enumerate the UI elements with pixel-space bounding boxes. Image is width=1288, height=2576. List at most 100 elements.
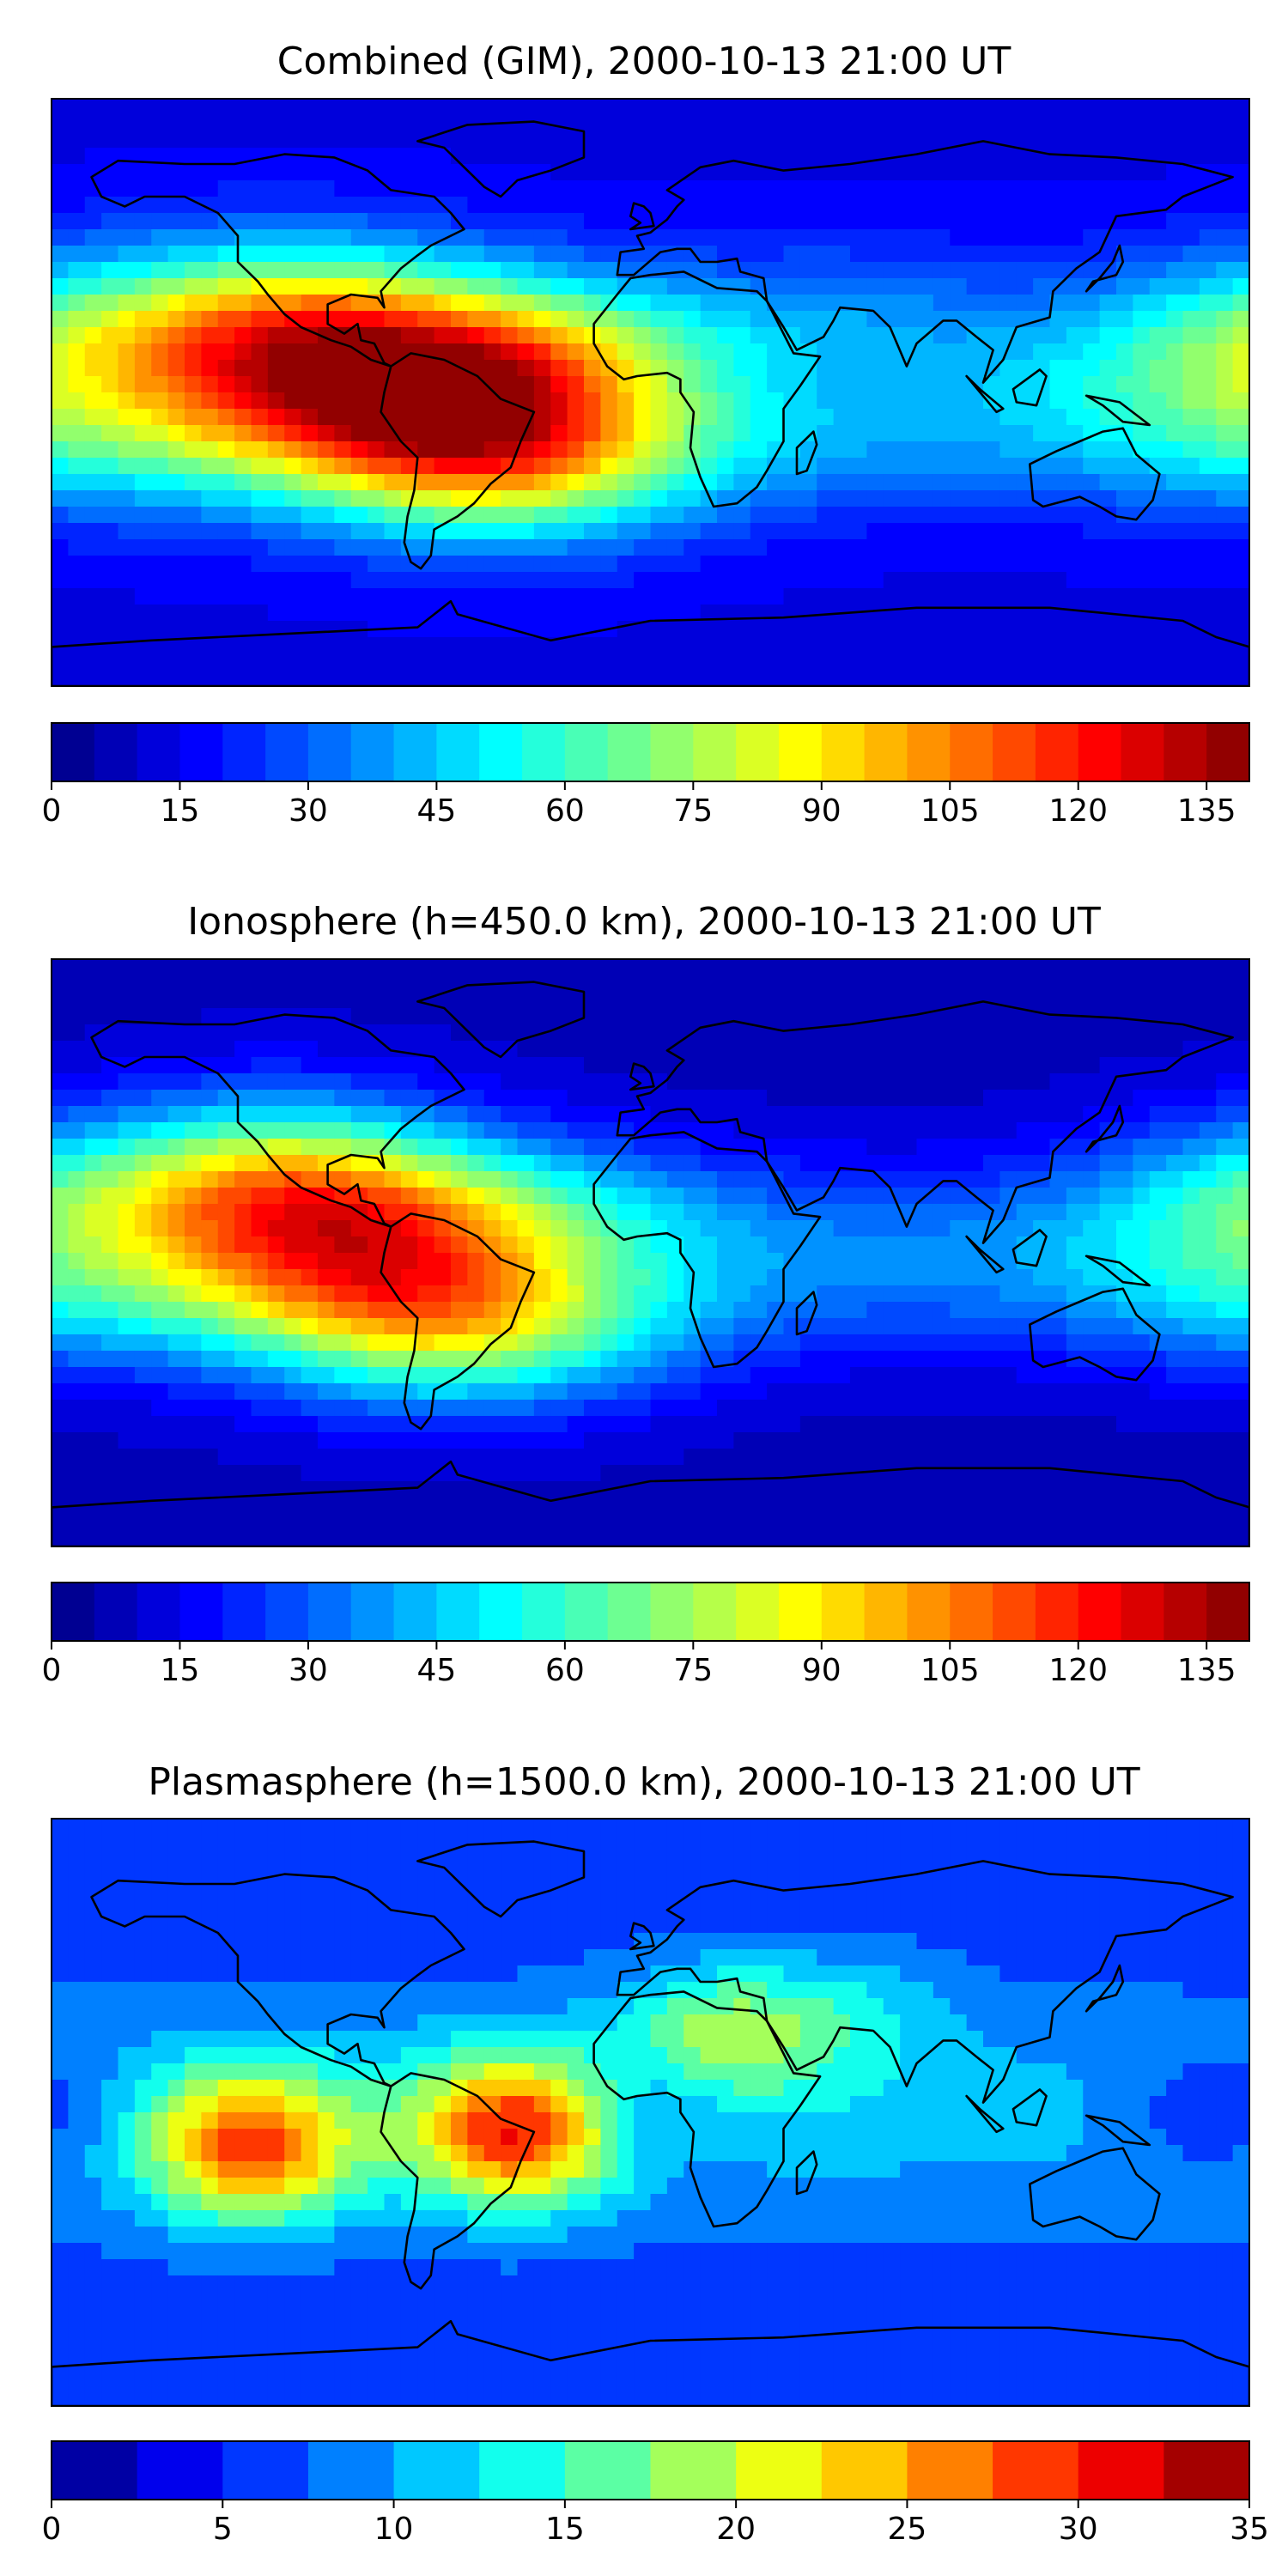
heatmap-cell <box>301 1188 319 1205</box>
heatmap-cell <box>368 1383 385 1400</box>
heatmap-cell <box>651 376 668 393</box>
heatmap-cell <box>118 295 136 312</box>
heatmap-cell <box>518 1122 535 1139</box>
heatmap-cell <box>52 1057 69 1074</box>
heatmap-cell <box>983 1449 1000 1466</box>
heatmap-cell <box>1216 1334 1233 1352</box>
heatmap-cell <box>151 1481 168 1498</box>
heatmap-cell <box>434 1351 452 1368</box>
heatmap-cell <box>651 343 668 361</box>
heatmap-cell <box>518 1351 535 1368</box>
heatmap-cell <box>834 539 851 556</box>
heatmap-cell <box>301 1041 319 1058</box>
heatmap-cell <box>1133 1416 1150 1433</box>
heatmap-cell <box>850 1367 867 1384</box>
heatmap-cell <box>1033 1139 1050 1156</box>
heatmap-cell <box>683 523 701 540</box>
heatmap-cell <box>1050 1024 1067 1042</box>
heatmap-cell <box>201 1449 218 1466</box>
heatmap-cell <box>434 474 452 491</box>
heatmap-cell <box>1100 1302 1117 1319</box>
heatmap-cell <box>600 1236 617 1254</box>
heatmap-cell <box>68 1334 85 1352</box>
heatmap-cell <box>434 1008 452 1025</box>
heatmap-cell <box>52 1253 69 1270</box>
heatmap-cell <box>434 1302 452 1319</box>
heatmap-cell <box>1166 1204 1183 1221</box>
heatmap-cell <box>800 621 817 638</box>
heatmap-cell <box>667 1432 684 1449</box>
heatmap-cell <box>967 148 984 165</box>
heatmap-cell <box>717 1481 734 1498</box>
heatmap-cell <box>385 392 402 410</box>
heatmap-cell <box>185 213 202 230</box>
heatmap-cell <box>334 1236 351 1254</box>
heatmap-cell <box>717 180 734 197</box>
heatmap-cell <box>334 556 351 573</box>
heatmap-cell <box>701 959 718 976</box>
heatmap-cell <box>634 392 651 410</box>
heatmap-cell <box>834 441 851 459</box>
heatmap-cell <box>534 262 551 279</box>
heatmap-cell <box>201 327 218 344</box>
heatmap-cell <box>501 1465 518 1482</box>
heatmap-cell <box>866 1057 884 1074</box>
heatmap-cell <box>284 588 301 605</box>
heatmap-cell <box>1150 1139 1167 1156</box>
heatmap-cell <box>817 556 834 573</box>
heatmap-cell <box>999 490 1017 507</box>
heatmap-cell <box>301 311 319 328</box>
heatmap-cell <box>118 131 136 149</box>
heatmap-cell <box>118 115 136 132</box>
heatmap-cell <box>917 1090 934 1107</box>
heatmap-cell <box>933 1220 951 1237</box>
heatmap-cell <box>168 1073 185 1091</box>
heatmap-cell <box>900 621 917 638</box>
heatmap-cell <box>368 1400 385 1417</box>
heatmap-cell <box>701 1073 718 1091</box>
heatmap-cell <box>168 409 185 426</box>
heatmap-cell <box>917 1155 934 1172</box>
heatmap-cell <box>733 1024 750 1042</box>
heatmap-cell <box>717 572 734 589</box>
heatmap-cell <box>385 1090 402 1107</box>
heatmap-cell <box>1216 474 1233 491</box>
heatmap-cell <box>68 1481 85 1498</box>
heatmap-cell <box>201 99 218 116</box>
heatmap-cell <box>917 295 934 312</box>
heatmap-cell <box>1066 197 1084 214</box>
heatmap-cell <box>568 1318 585 1335</box>
heatmap-cell <box>268 1318 285 1335</box>
heatmap-cell <box>550 441 568 459</box>
heatmap-cell <box>234 458 252 475</box>
heatmap-cell <box>368 458 385 475</box>
heatmap-cell <box>1150 556 1167 573</box>
heatmap-cell <box>1083 637 1100 654</box>
heatmap-cell <box>701 409 718 426</box>
heatmap-cell <box>1183 1090 1200 1107</box>
heatmap-cell <box>667 1481 684 1498</box>
heatmap-cell <box>168 1253 185 1270</box>
heatmap-cell <box>850 1351 867 1368</box>
heatmap-cell <box>1150 213 1167 230</box>
heatmap-cell <box>417 392 434 410</box>
heatmap-cell <box>717 975 734 993</box>
heatmap-cell <box>701 180 718 197</box>
heatmap-cell <box>600 572 617 589</box>
heatmap-cell <box>284 621 301 638</box>
heatmap-cell <box>1166 1481 1183 1498</box>
heatmap-cell <box>850 1073 867 1091</box>
heatmap-cell <box>834 392 851 410</box>
heatmap-cell <box>218 1008 235 1025</box>
heatmap-cell <box>301 1465 319 1482</box>
heatmap-cell <box>933 441 951 459</box>
heatmap-cell <box>617 572 635 589</box>
heatmap-cell <box>817 1106 834 1123</box>
heatmap-cell <box>1133 1122 1150 1139</box>
heatmap-cell <box>917 1285 934 1303</box>
heatmap-cell <box>1116 1432 1133 1449</box>
heatmap-cell <box>900 409 917 426</box>
heatmap-cell <box>1233 1481 1250 1498</box>
heatmap-cell <box>284 295 301 312</box>
heatmap-cell <box>1166 1351 1183 1368</box>
